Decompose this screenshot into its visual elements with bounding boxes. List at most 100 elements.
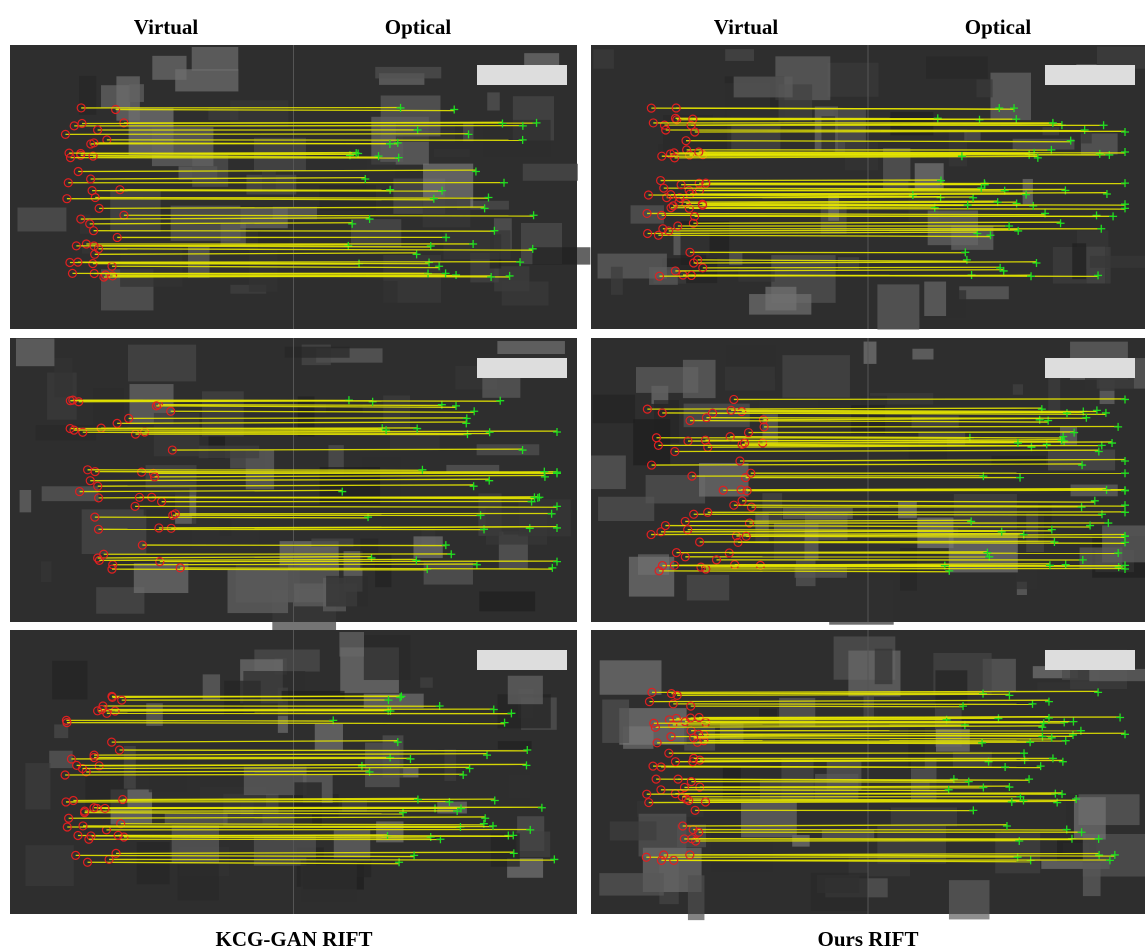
texture	[26, 845, 74, 886]
texture	[54, 358, 72, 398]
match-line	[703, 267, 1000, 268]
match-line	[691, 782, 968, 783]
match-line	[706, 418, 1086, 419]
texture	[828, 63, 879, 97]
texture	[20, 490, 32, 512]
texture	[79, 76, 96, 115]
match-line	[66, 720, 333, 721]
match-line	[145, 431, 557, 432]
texture	[827, 761, 862, 790]
image-panel	[591, 45, 1145, 330]
texture	[16, 339, 54, 367]
match-line	[661, 790, 949, 791]
texture	[610, 821, 657, 840]
texture	[949, 880, 990, 919]
texture	[1048, 377, 1060, 414]
texture	[110, 190, 160, 232]
header: Optical	[965, 15, 1032, 39]
texture	[1074, 797, 1106, 839]
texture	[1023, 179, 1033, 204]
texture	[491, 833, 520, 866]
texture	[646, 475, 705, 503]
texture	[723, 766, 741, 801]
texture	[152, 56, 186, 80]
texture	[301, 861, 357, 902]
match-line	[700, 541, 1055, 542]
texture	[829, 579, 893, 624]
match-line	[706, 568, 1125, 569]
header: Optical	[385, 15, 452, 39]
match-line	[671, 194, 1026, 195]
texture	[199, 446, 259, 459]
caption: Ours RIFT	[818, 927, 919, 949]
match-line	[694, 514, 1102, 515]
match-line	[738, 542, 1125, 543]
texture	[738, 267, 774, 282]
match-line	[86, 771, 369, 772]
texture	[523, 164, 578, 181]
texture	[508, 775, 530, 798]
highlight	[1045, 650, 1135, 670]
match-line	[95, 517, 368, 518]
texture	[165, 814, 228, 824]
texture	[363, 281, 397, 308]
match-line	[695, 131, 1125, 132]
match-line	[160, 561, 557, 562]
match-line	[158, 405, 442, 406]
highlight	[477, 358, 567, 378]
texture	[129, 84, 144, 102]
texture	[25, 763, 50, 809]
texture	[725, 49, 754, 61]
texture	[602, 700, 629, 743]
match-line	[689, 208, 1125, 209]
texture	[688, 875, 705, 920]
match-line	[119, 750, 527, 751]
texture	[915, 163, 944, 190]
texture	[877, 826, 946, 864]
texture	[593, 49, 614, 68]
texture	[633, 419, 670, 465]
match-line	[124, 215, 534, 216]
image-panel	[591, 338, 1145, 625]
match-line	[135, 506, 557, 507]
texture	[593, 395, 635, 423]
highlight	[1045, 358, 1135, 378]
texture	[479, 591, 535, 611]
texture	[924, 282, 946, 316]
texture	[326, 576, 368, 607]
texture	[599, 873, 664, 895]
figure: Virtual Optical Virtual Optical KCG-GAN …	[0, 0, 1145, 949]
texture	[1013, 139, 1075, 150]
texture	[508, 676, 543, 704]
match-line	[112, 569, 427, 570]
texture	[953, 752, 992, 767]
match-line	[65, 134, 468, 135]
texture	[414, 536, 443, 558]
match-line	[664, 188, 982, 189]
texture	[848, 651, 900, 697]
texture	[681, 221, 730, 265]
texture	[898, 501, 917, 518]
match-line	[83, 826, 493, 827]
match-line	[680, 197, 973, 198]
match-line	[109, 859, 554, 860]
texture	[926, 56, 988, 78]
highlight	[477, 65, 567, 85]
texture	[611, 267, 623, 295]
texture	[687, 575, 729, 601]
texture	[725, 367, 775, 391]
match-line	[713, 412, 1067, 413]
texture	[351, 219, 401, 247]
texture	[152, 127, 213, 166]
header: Virtual	[714, 15, 779, 39]
texture	[424, 562, 473, 584]
image-panel	[10, 45, 590, 329]
texture	[42, 486, 99, 501]
texture	[1081, 130, 1092, 143]
match-line	[72, 273, 445, 274]
texture	[41, 561, 52, 582]
texture	[875, 649, 893, 685]
texture	[821, 116, 835, 154]
match-line	[70, 428, 417, 429]
match-line	[666, 130, 1085, 131]
